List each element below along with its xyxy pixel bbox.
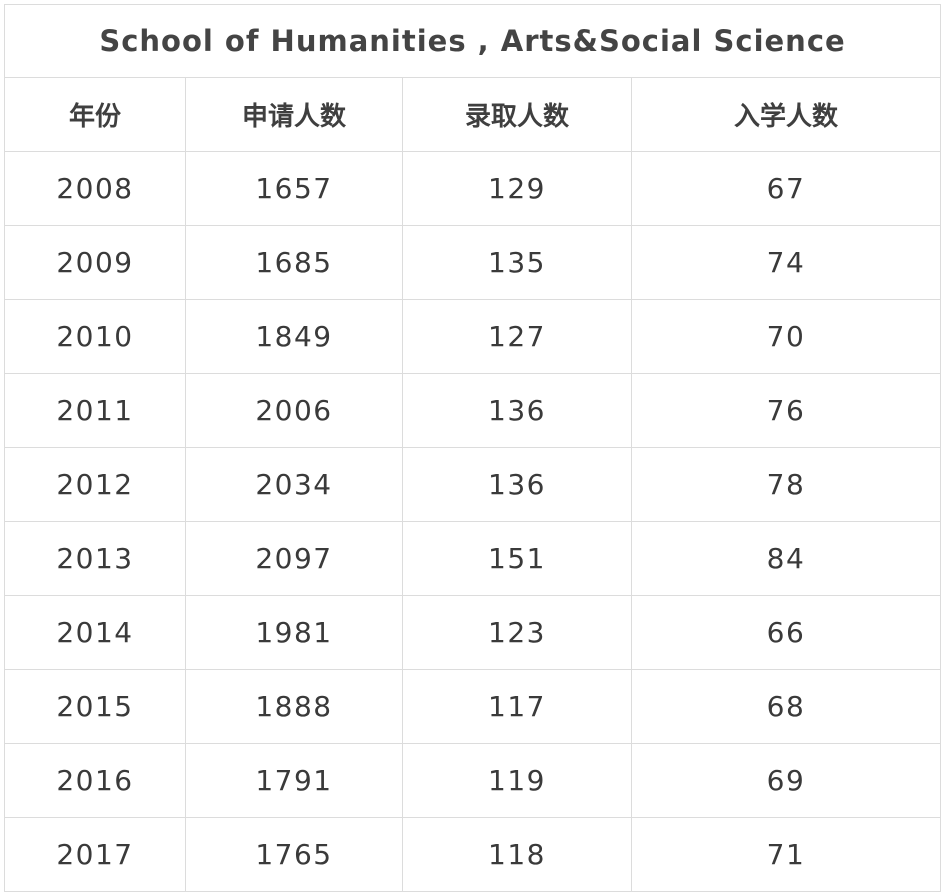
admitted-cell: 118 (402, 817, 632, 892)
table-body: 2008 1657 129 67 2009 1685 135 74 2010 1… (4, 151, 941, 892)
enrolled-cell: 68 (631, 669, 941, 744)
applicants-cell: 2006 (185, 373, 403, 448)
table-row: 2017 1765 118 71 (4, 817, 941, 892)
column-header-applicants: 申请人数 (185, 77, 403, 152)
enrolled-cell: 74 (631, 225, 941, 300)
enrolled-cell: 67 (631, 151, 941, 226)
enrolled-cell: 84 (631, 521, 941, 596)
applicants-cell: 1791 (185, 743, 403, 818)
admitted-cell: 127 (402, 299, 632, 374)
enrolled-cell: 70 (631, 299, 941, 374)
enrolled-cell: 69 (631, 743, 941, 818)
applicants-cell: 1888 (185, 669, 403, 744)
applicants-cell: 1765 (185, 817, 403, 892)
applicants-cell: 1849 (185, 299, 403, 374)
year-cell: 2009 (4, 225, 186, 300)
table-row: 2013 2097 151 84 (4, 521, 941, 596)
table-row: 2011 2006 136 76 (4, 373, 941, 448)
table-row: 2016 1791 119 69 (4, 743, 941, 818)
table-row: 2010 1849 127 70 (4, 299, 941, 374)
admitted-cell: 136 (402, 373, 632, 448)
admitted-cell: 151 (402, 521, 632, 596)
admissions-table: School of Humanities , Arts&Social Scien… (4, 4, 941, 892)
enrolled-cell: 76 (631, 373, 941, 448)
year-cell: 2013 (4, 521, 186, 596)
applicants-cell: 2034 (185, 447, 403, 522)
table-row: 2009 1685 135 74 (4, 225, 941, 300)
title-row: School of Humanities , Arts&Social Scien… (4, 4, 941, 78)
applicants-cell: 1685 (185, 225, 403, 300)
admitted-cell: 123 (402, 595, 632, 670)
admitted-cell: 119 (402, 743, 632, 818)
year-cell: 2014 (4, 595, 186, 670)
enrolled-cell: 71 (631, 817, 941, 892)
applicants-cell: 1981 (185, 595, 403, 670)
table-row: 2014 1981 123 66 (4, 595, 941, 670)
applicants-cell: 1657 (185, 151, 403, 226)
table-row: 2012 2034 136 78 (4, 447, 941, 522)
column-header-admitted: 录取人数 (402, 77, 632, 152)
applicants-cell: 2097 (185, 521, 403, 596)
admitted-cell: 129 (402, 151, 632, 226)
admitted-cell: 135 (402, 225, 632, 300)
year-cell: 2015 (4, 669, 186, 744)
table-row: 2015 1888 117 68 (4, 669, 941, 744)
admitted-cell: 117 (402, 669, 632, 744)
column-header-year: 年份 (4, 77, 186, 152)
year-cell: 2010 (4, 299, 186, 374)
year-cell: 2011 (4, 373, 186, 448)
table-row: 2008 1657 129 67 (4, 151, 941, 226)
year-cell: 2016 (4, 743, 186, 818)
year-cell: 2017 (4, 817, 186, 892)
table-title: School of Humanities , Arts&Social Scien… (4, 4, 941, 78)
header-row: 年份 申请人数 录取人数 入学人数 (4, 77, 941, 152)
year-cell: 2012 (4, 447, 186, 522)
year-cell: 2008 (4, 151, 186, 226)
admitted-cell: 136 (402, 447, 632, 522)
enrolled-cell: 78 (631, 447, 941, 522)
column-header-enrolled: 入学人数 (631, 77, 941, 152)
admissions-table-container: School of Humanities , Arts&Social Scien… (4, 4, 941, 892)
enrolled-cell: 66 (631, 595, 941, 670)
